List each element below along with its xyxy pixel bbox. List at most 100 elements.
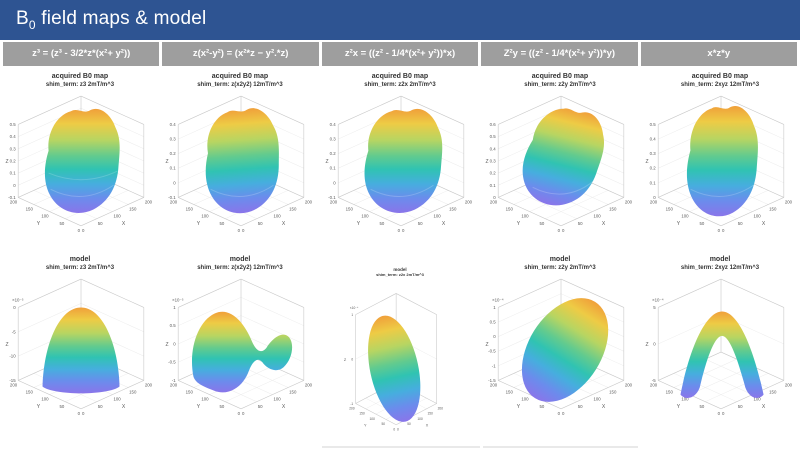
- tick-label: -0.5: [488, 349, 496, 354]
- tick-label: 50: [418, 221, 423, 226]
- surface-tilted-ellipse-narrow: [368, 316, 421, 423]
- x-axis-label: X: [122, 221, 126, 227]
- z-axis-label: Z: [165, 342, 168, 348]
- x-axis-label: X: [282, 404, 286, 410]
- plot-model-zx2y2: model shim_term: z(x2y2) 12mT/m^3 1 0.5 0 -…: [160, 251, 320, 448]
- tick-label: 0.4: [10, 134, 17, 139]
- z-axis-label: Z: [645, 342, 648, 348]
- axis-line: [396, 293, 437, 316]
- tick-label: 150: [666, 390, 674, 395]
- tick-label: 200: [625, 199, 633, 204]
- surface-head-blob: [205, 108, 279, 214]
- tick-label: 200: [330, 199, 338, 204]
- tick-label: 1: [493, 305, 496, 310]
- tick-label: 100: [201, 397, 209, 402]
- bottom-divider: [483, 446, 638, 448]
- z-axis-label: Z: [5, 342, 8, 348]
- tick-label: 50: [258, 221, 263, 226]
- tick-label: 0: [653, 341, 656, 346]
- plot-subtitle: shim_term: 2xyz 12mT/m^3: [680, 264, 760, 271]
- axis-line: [560, 380, 624, 410]
- surface-head-blob-tall: [686, 105, 758, 217]
- tick-label: 150: [289, 207, 297, 212]
- tick-label: 150: [666, 207, 674, 212]
- tick-label: 200: [490, 382, 498, 387]
- tick-label: 0: [173, 180, 176, 185]
- plot-title: model: [229, 256, 251, 263]
- surface-head-blob: [364, 108, 443, 213]
- page-title: B0 field maps & model: [16, 8, 207, 32]
- tick-label: 0.4: [170, 122, 177, 127]
- tick-label: 0.3: [330, 137, 337, 142]
- tick-label: 0.2: [650, 166, 657, 171]
- axis-line: [240, 197, 304, 227]
- tick-label: 50: [381, 423, 385, 427]
- y-axis-label: Y: [197, 221, 201, 227]
- axis-line: [545, 190, 609, 219]
- plot-subtitle: shim_term: z2y 2mT/m^3: [524, 264, 596, 271]
- plot-title: acquired B0 map: [51, 73, 109, 80]
- tick-label: -1: [492, 363, 496, 368]
- axis-line: [80, 197, 144, 227]
- tick-label: 50: [738, 404, 743, 409]
- tick-label: 0: [398, 228, 401, 233]
- surface-dome: [42, 307, 120, 394]
- plot-model-xzy: model shim_term: 2xyz 12mT/m^3 5 0 -5 200 15…: [640, 251, 800, 448]
- tick-label: 150: [289, 390, 297, 395]
- tick-label: 0: [562, 411, 565, 416]
- plot-subtitle: shim_term: z3 2mT/m^3: [45, 81, 115, 88]
- column-header-z2y: Z²y = ((z² - 1/4*(x²+ y²))*y): [481, 42, 638, 66]
- tick-label: 50: [219, 221, 224, 226]
- tick-label: 0.5: [10, 122, 17, 127]
- z-axis-label: Z: [5, 159, 8, 165]
- tick-label: 0.4: [490, 146, 497, 151]
- tick-label: -0.5: [168, 360, 176, 365]
- tick-label: 0: [722, 228, 725, 233]
- tick-label: 0.2: [490, 171, 497, 176]
- plot-title: acquired B0 map: [531, 73, 589, 80]
- tick-label: 150: [26, 390, 34, 395]
- title-bar: B0 field maps & model: [0, 0, 800, 40]
- axis-line: [240, 297, 304, 326]
- tick-label: 50: [699, 221, 704, 226]
- tick-label: -0.1: [8, 195, 16, 200]
- axis-line: [498, 95, 562, 125]
- tick-label: 50: [699, 404, 704, 409]
- axis-line: [80, 380, 144, 410]
- plot-title: model: [69, 256, 91, 263]
- y-axis-label: Y: [517, 404, 521, 410]
- tick-label: 5: [653, 305, 656, 310]
- axis-line: [178, 380, 242, 410]
- tick-label: 150: [769, 207, 777, 212]
- tick-label: 0.6: [490, 122, 497, 127]
- tick-label: 100: [521, 214, 529, 219]
- tick-label: 200: [785, 199, 793, 204]
- axis-line: [240, 95, 304, 125]
- z-exponent-label: ×10⁻⁴: [652, 297, 664, 302]
- axis-line: [178, 297, 242, 326]
- z-axis-label: Z: [344, 358, 347, 362]
- tick-label: 150: [506, 207, 514, 212]
- tick-label: 0: [402, 228, 405, 233]
- tick-label: 0: [242, 228, 245, 233]
- tick-label: 50: [578, 221, 583, 226]
- axis-line: [178, 197, 242, 227]
- tick-label: 150: [506, 390, 514, 395]
- column-header-row: z³ = (z³ - 3/2*z*(x²+ y²)) z(x²-y²) = (x…: [0, 40, 800, 68]
- surface-tilted-ellipse: [521, 298, 609, 402]
- tick-label: 0: [78, 411, 81, 416]
- plot-title: model: [549, 256, 571, 263]
- tick-label: 0.1: [650, 180, 657, 185]
- tick-label: 150: [428, 412, 434, 416]
- y-axis-label: Y: [37, 404, 41, 410]
- tick-label: 200: [170, 382, 178, 387]
- y-axis-label: Y: [364, 424, 367, 428]
- tick-label: 0.3: [10, 146, 17, 151]
- plot-acquired-z3: acquired B0 map shim_term: z3 2mT/m^3 0.…: [0, 68, 160, 251]
- surface-head-blob-tilted: [522, 108, 604, 206]
- tick-label: 50: [379, 221, 384, 226]
- tick-label: 50: [258, 404, 263, 409]
